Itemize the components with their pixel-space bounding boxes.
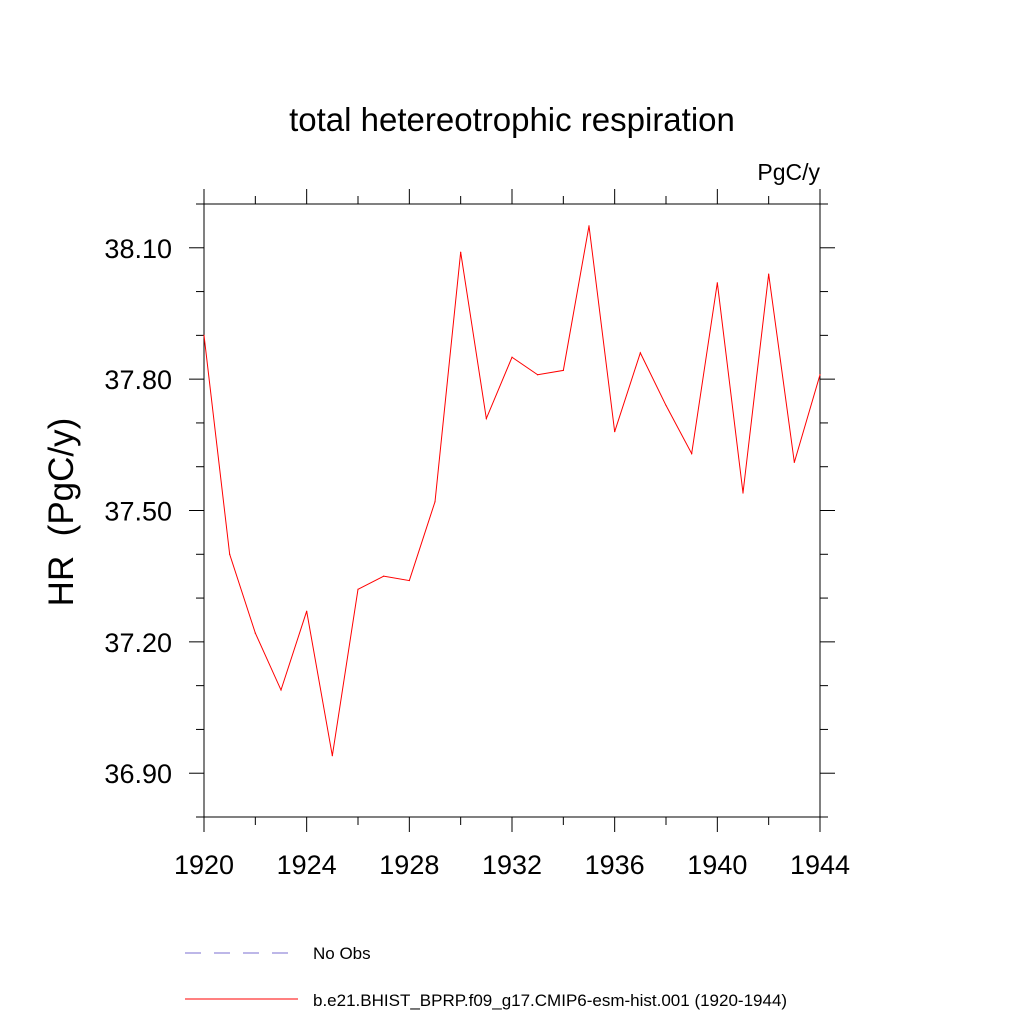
- y-tick-label: 38.10: [104, 234, 172, 264]
- series-layer: [203, 225, 821, 757]
- data-point-1922: [254, 632, 256, 634]
- data-point-1933: [537, 374, 539, 376]
- data-point-1938: [665, 404, 667, 407]
- data-point-1936: [614, 431, 616, 433]
- data-point-1927: [383, 575, 385, 577]
- data-point-1930: [460, 251, 462, 253]
- data-point-1941: [742, 492, 744, 494]
- data-point-1928: [408, 579, 410, 582]
- y-tick-label: 37.80: [104, 365, 172, 395]
- data-point-1929: [434, 501, 436, 503]
- data-point-1939: [691, 452, 693, 455]
- units-label: PgC/y: [757, 159, 820, 185]
- data-point-1921: [229, 553, 231, 555]
- legend-label-model: b.e21.BHIST_BPRP.f09_g17.CMIP6-esm-hist.…: [313, 991, 787, 1010]
- x-tick-label-1940: 1940: [687, 850, 747, 880]
- x-tick-label-1928: 1928: [379, 850, 439, 880]
- series-line-0: [203, 225, 821, 756]
- x-tick-label-1920: 1920: [174, 850, 234, 880]
- legend: No Obs b.e21.BHIST_BPRP.f09_g17.CMIP6-es…: [185, 944, 787, 1010]
- legend-label-no-obs: No Obs: [313, 944, 371, 963]
- data-point-1943: [793, 461, 795, 463]
- data-point-1934: [562, 369, 564, 371]
- data-point-1944: [819, 374, 821, 376]
- y-tick-label: 36.90: [104, 759, 172, 789]
- data-point-1924: [306, 610, 308, 612]
- plot-frame: [203, 203, 821, 818]
- data-point-1920: [203, 334, 205, 336]
- x-tick-label-1936: 1936: [585, 850, 645, 880]
- chart-title: total hetereotrophic respiration: [289, 101, 735, 138]
- axes: 1920 1924 1928 1932 1936 1940 1944 36.90 37.20 37…: [104, 189, 850, 880]
- data-point-1926: [357, 588, 359, 590]
- y-tick-label: 37.50: [104, 497, 172, 527]
- x-tick-label-1924: 1924: [277, 850, 337, 880]
- data-point-1940: [716, 282, 718, 284]
- y-axis-label: HR (PgC/y): [42, 418, 81, 607]
- data-point-1942: [768, 273, 770, 275]
- data-point-1925: [331, 755, 333, 757]
- data-point-1931: [485, 417, 487, 420]
- y-tick-label: 37.20: [104, 628, 172, 658]
- data-point-1932: [511, 356, 513, 358]
- data-point-1935: [588, 225, 590, 227]
- data-point-1923: [280, 689, 282, 691]
- data-point-1937: [639, 352, 641, 354]
- x-tick-label-1944: 1944: [790, 850, 850, 880]
- x-tick-label-1932: 1932: [482, 850, 542, 880]
